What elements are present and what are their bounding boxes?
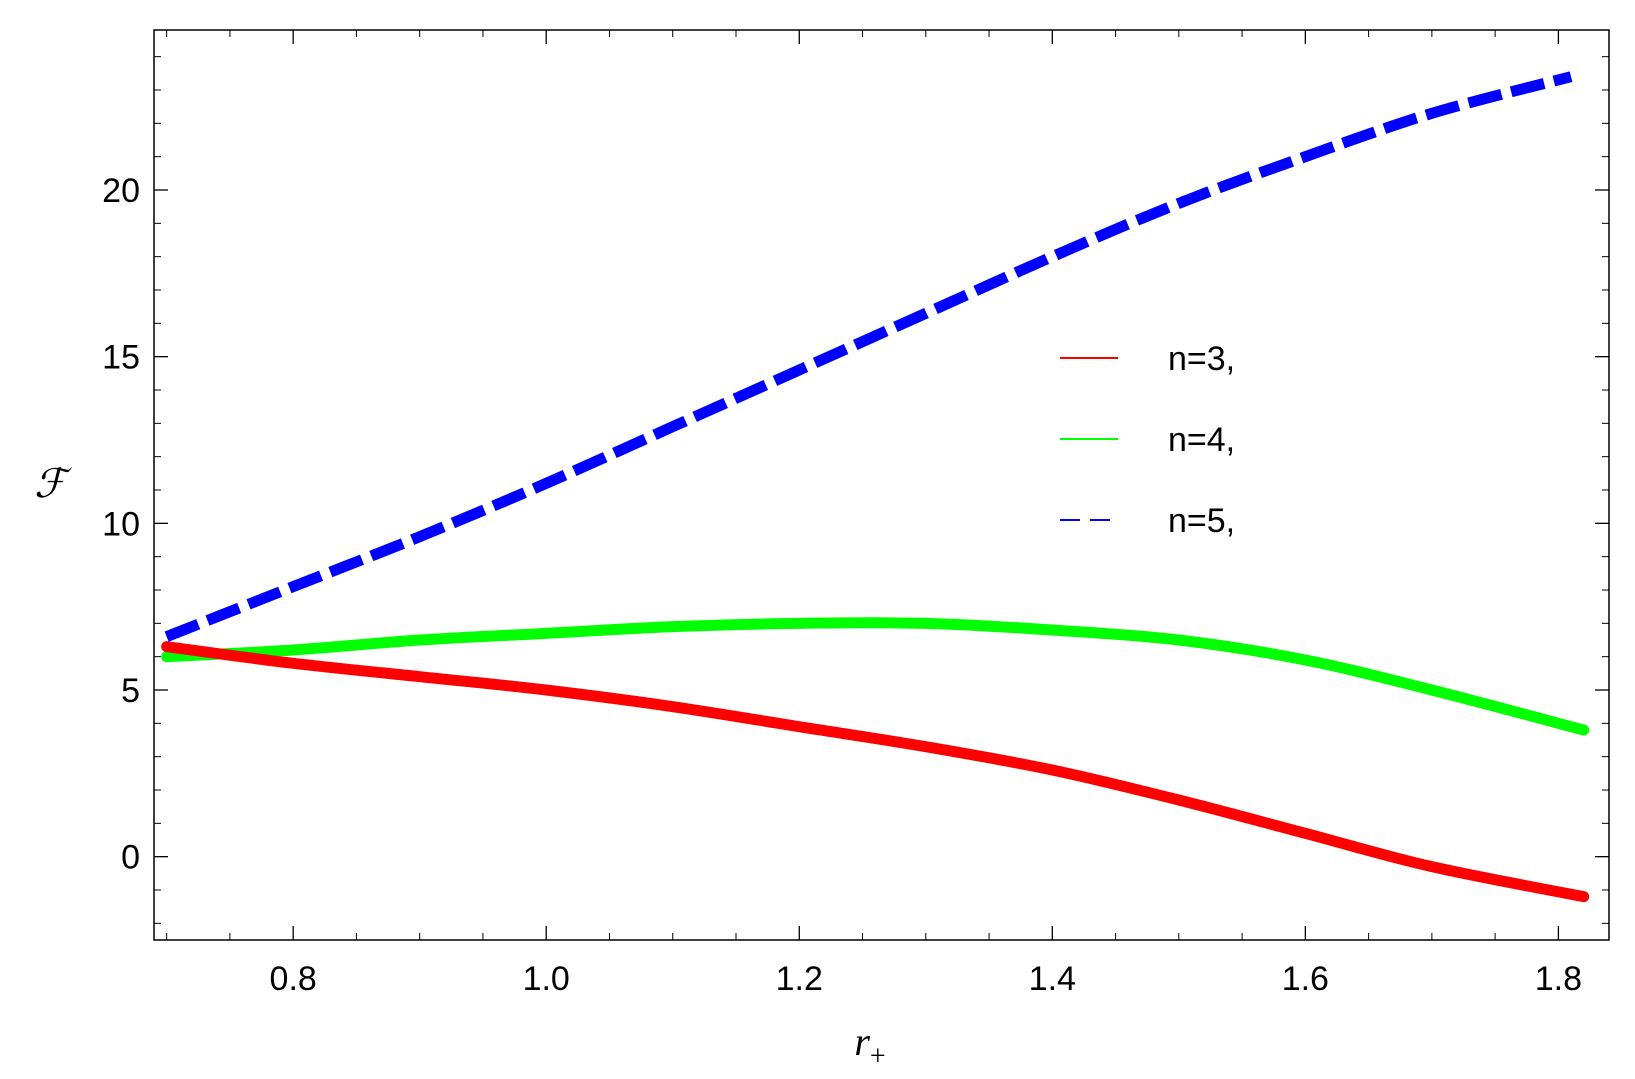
x-tick-label: 1.2 bbox=[776, 960, 823, 998]
x-tick-label: 1.6 bbox=[1282, 960, 1329, 998]
legend-label: n=5, bbox=[1168, 502, 1235, 540]
plot-frame bbox=[153, 29, 1610, 941]
y-tick-label: 10 bbox=[102, 505, 140, 543]
x-axis-label: r+ bbox=[854, 1019, 885, 1072]
y-tick-label: 20 bbox=[102, 172, 140, 210]
x-tick-label: 1.0 bbox=[523, 960, 570, 998]
y-axis-label: ℱ bbox=[34, 461, 72, 506]
y-tick-label: 0 bbox=[121, 839, 140, 877]
x-tick-label: 1.8 bbox=[1535, 960, 1582, 998]
series-line-n3 bbox=[161, 641, 1590, 903]
legend-label: n=3, bbox=[1168, 340, 1235, 378]
legend-label: n=4, bbox=[1168, 421, 1235, 459]
series-line-n5 bbox=[164, 71, 1573, 642]
series-layer bbox=[161, 71, 1590, 903]
x-tick-label: 1.4 bbox=[1029, 960, 1076, 998]
legend: n=3, n=4, n=5, bbox=[1060, 340, 1235, 540]
axis-tick-labels: 0.8 1.0 1.2 1.4 1.6 1.8 0 5 10 15 20 bbox=[102, 172, 1582, 998]
y-tick-label: 15 bbox=[102, 339, 140, 377]
x-tick-label: 0.8 bbox=[270, 960, 317, 998]
axis-ticks bbox=[154, 30, 1609, 940]
y-tick-label: 5 bbox=[121, 672, 140, 710]
series-line-n4 bbox=[161, 617, 1590, 736]
